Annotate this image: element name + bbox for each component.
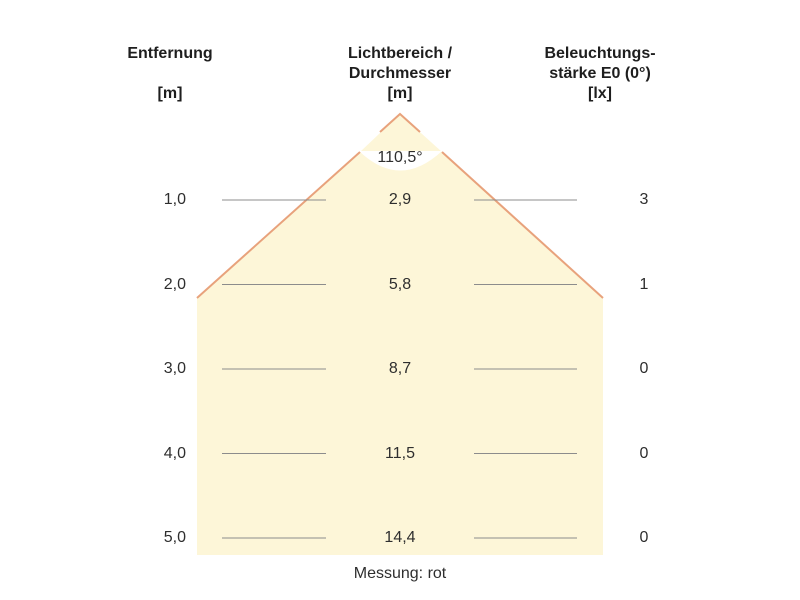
illuminance-header: Beleuchtungs- stärke E0 (0°) [lx] [520,44,680,104]
diameter-header-title-2: Durchmesser [348,65,452,82]
diameter-header-unit: [m] [387,85,413,102]
illuminance-header-title-2: stärke E0 (0°) [549,65,651,82]
diameter-header-title: Lichtbereich / [347,45,453,62]
distance-gridlines [222,199,577,539]
illuminance-value: 0 [639,444,649,462]
illuminance-value: 0 [639,529,649,546]
cone-left-edge [196,151,361,299]
diameter-value: 2,9 [388,191,412,208]
illuminance-value: 0 [639,360,649,377]
distance-value: 3,0 [163,360,186,377]
angle-label-backdrop [359,151,442,171]
distance-value: 4,0 [163,444,186,462]
cone-apex [379,112,421,133]
distance-value: 2,0 [163,275,186,293]
diameter-value: 14,4 [384,529,416,546]
distance-value: 1,0 [163,191,186,208]
illuminance-header-unit: [lx] [588,85,612,102]
measurement-caption: Messung: rot [353,565,447,582]
distance-value: 5,0 [163,529,186,546]
cone-right-edge [441,151,604,299]
light-cone-fill [197,114,603,555]
distance-header: Entfernung [m] [110,44,230,104]
beam-angle-label: 110,5° [377,149,423,166]
distance-header-title: Entfernung [127,45,213,62]
diameter-value: 5,8 [388,275,412,293]
diameter-value: 8,7 [388,360,412,377]
diameter-header: Lichtbereich / Durchmesser [m] [320,44,480,104]
distance-header-unit: [m] [157,85,183,102]
illuminance-value: 3 [639,191,649,208]
cone-edges [196,112,604,299]
diameter-value: 11,5 [385,444,415,462]
illuminance-value: 1 [639,275,649,293]
illuminance-header-title: Beleuchtungs- [544,45,656,62]
